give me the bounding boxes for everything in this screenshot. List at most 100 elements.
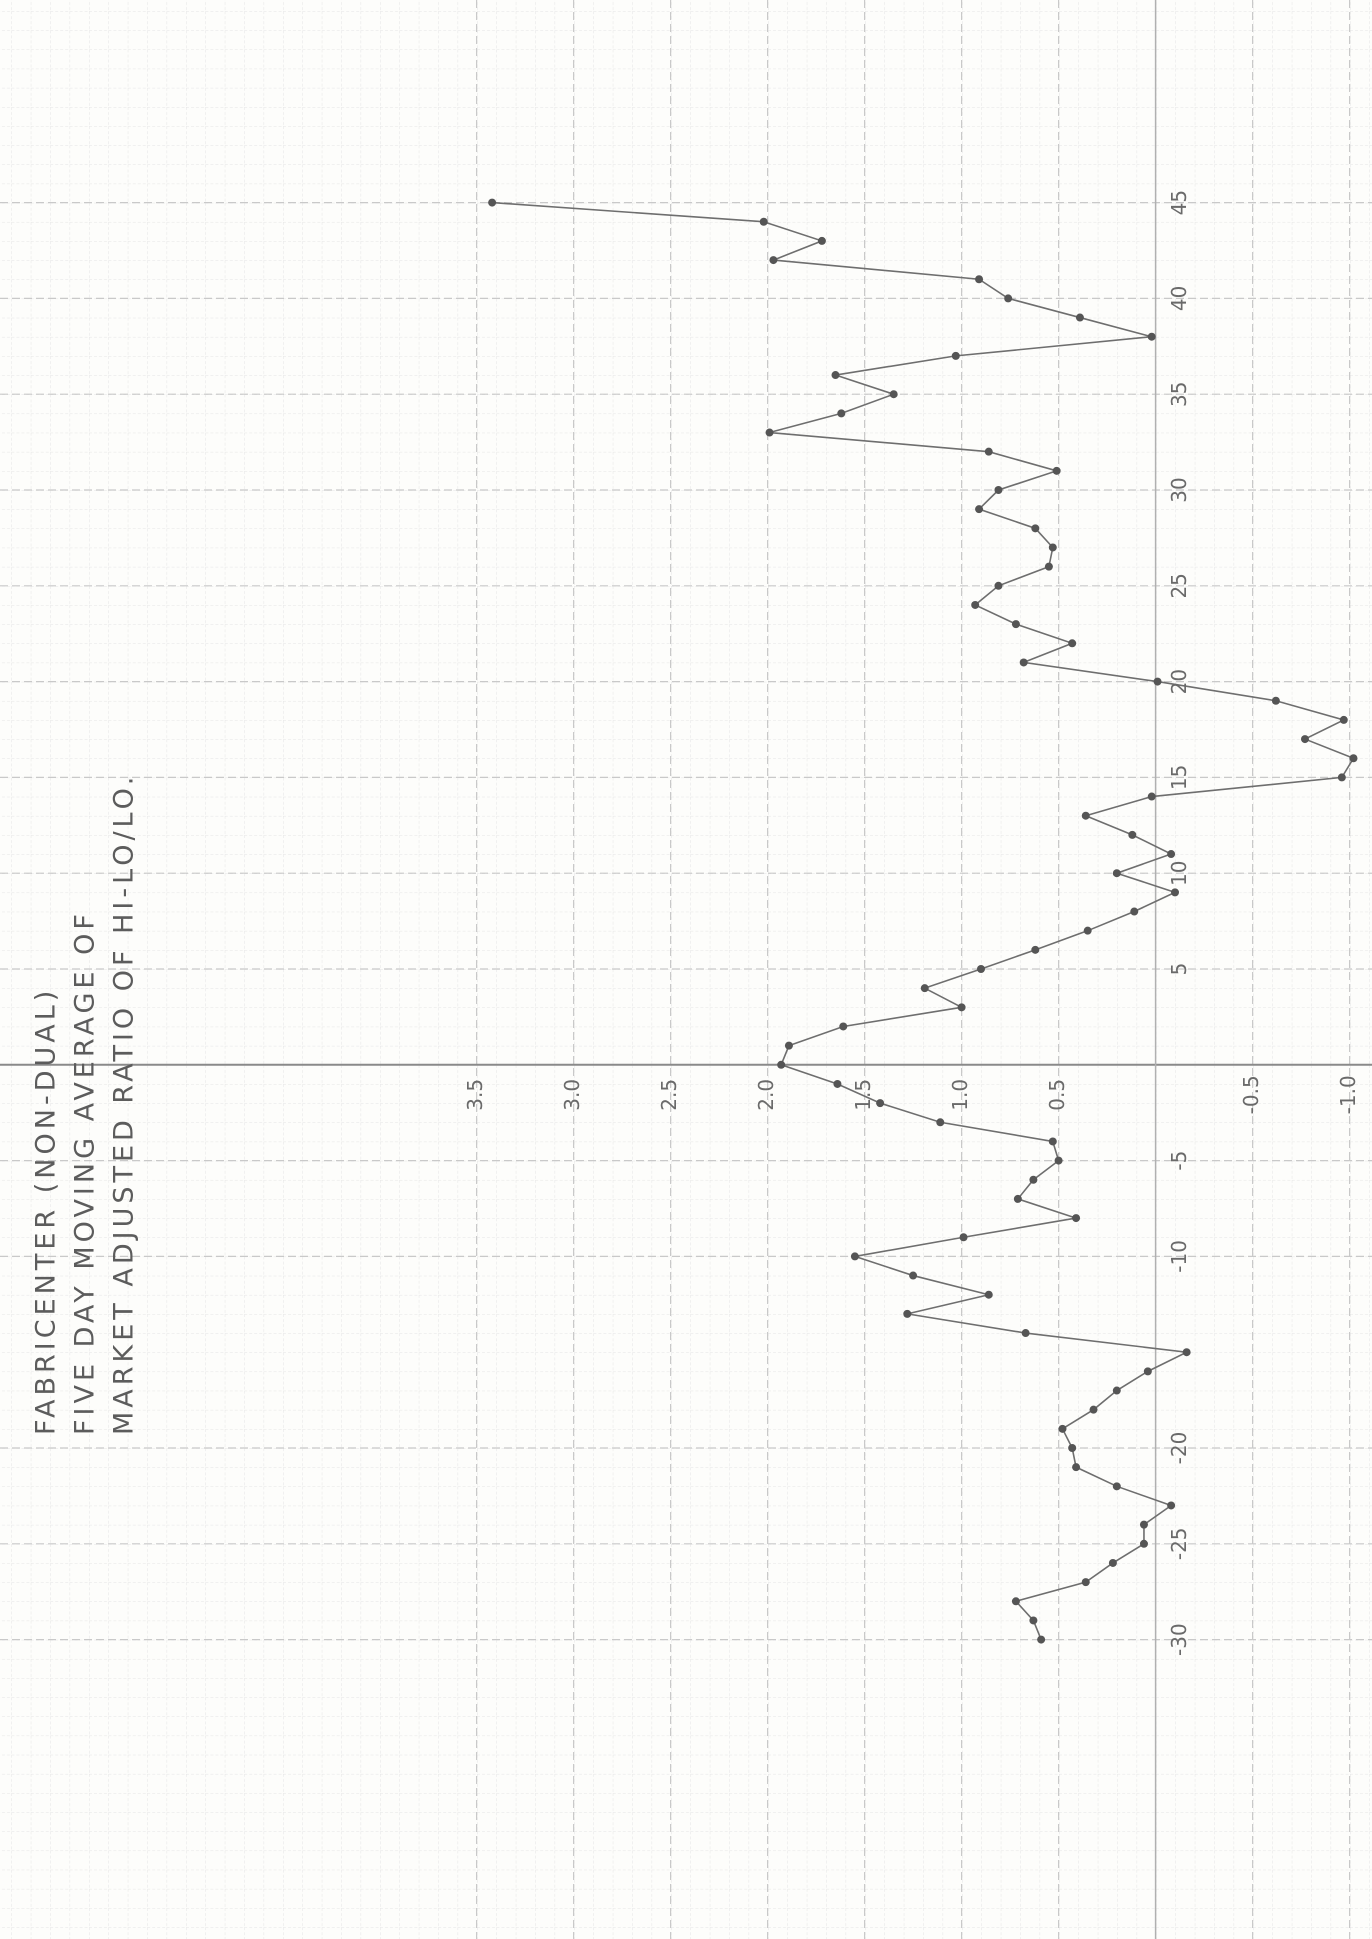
data-point [1031, 946, 1039, 954]
data-point [760, 218, 768, 226]
data-point [1130, 908, 1138, 916]
data-point [1029, 1176, 1037, 1184]
data-point [1140, 1521, 1148, 1529]
x-tick-label: 35 [1167, 381, 1191, 406]
data-point [890, 390, 898, 398]
data-point [1109, 1559, 1117, 1567]
data-point [958, 1003, 966, 1011]
data-point [1053, 467, 1061, 475]
data-point [977, 965, 985, 973]
data-point [1183, 1348, 1191, 1356]
data-point [851, 1252, 859, 1260]
data-point [1049, 543, 1057, 551]
x-tick-label: 5 [1167, 963, 1191, 976]
data-point [1148, 793, 1156, 801]
data-point [1072, 1463, 1080, 1471]
x-tick-label: 10 [1167, 860, 1191, 885]
data-point [1140, 1540, 1148, 1548]
x-tick-label: 45 [1167, 190, 1191, 215]
y-tick-label: 3.0 [560, 1079, 584, 1111]
data-point [1045, 563, 1053, 571]
data-point [1020, 658, 1028, 666]
y-tick-label: 1.5 [851, 1079, 875, 1111]
data-point [777, 1061, 785, 1069]
x-tick-label: -25 [1167, 1527, 1191, 1560]
data-point [1272, 697, 1280, 705]
data-point [1049, 1137, 1057, 1145]
y-tick-label: 3.5 [463, 1079, 487, 1111]
data-point [1055, 1157, 1063, 1165]
data-point [876, 1099, 884, 1107]
data-point [832, 371, 840, 379]
data-point [921, 984, 929, 992]
x-tick-label: -30 [1167, 1623, 1191, 1656]
x-tick-label: 30 [1167, 477, 1191, 502]
data-point [985, 448, 993, 456]
data-point [1171, 888, 1179, 896]
data-point [1029, 1616, 1037, 1624]
data-point [1349, 754, 1357, 762]
data-point [1167, 850, 1175, 858]
data-point [985, 1291, 993, 1299]
data-point [909, 1272, 917, 1280]
y-tick-label: 2.0 [754, 1079, 778, 1111]
data-point [766, 429, 774, 437]
y-tick-label: 2.5 [657, 1079, 681, 1111]
x-tick-label: -10 [1167, 1240, 1191, 1273]
data-point [1004, 294, 1012, 302]
data-point [975, 505, 983, 513]
data-point [1113, 1387, 1121, 1395]
x-tick-label: 40 [1167, 286, 1191, 311]
data-point [1154, 678, 1162, 686]
x-tick-label: 25 [1167, 573, 1191, 598]
data-point [1301, 735, 1309, 743]
data-point [1113, 1482, 1121, 1490]
x-tick-label: -5 [1167, 1151, 1191, 1171]
data-point [994, 582, 1002, 590]
data-point [1338, 773, 1346, 781]
data-point [1144, 1367, 1152, 1375]
x-tick-label: -20 [1167, 1432, 1191, 1465]
page: {"chart_data": {"type": "line", "title_l… [0, 0, 1372, 1939]
data-point [769, 256, 777, 264]
data-point [1113, 869, 1121, 877]
data-point [1037, 1636, 1045, 1644]
data-point [1031, 524, 1039, 532]
data-point [1072, 1214, 1080, 1222]
y-tick-label: -1.0 [1336, 1075, 1360, 1114]
x-tick-label: 20 [1167, 669, 1191, 694]
data-point [1082, 812, 1090, 820]
data-point [1090, 1406, 1098, 1414]
y-tick-label: 1.0 [948, 1079, 972, 1111]
data-point [1167, 1501, 1175, 1509]
x-tick-label: 15 [1167, 765, 1191, 790]
data-point [936, 1118, 944, 1126]
y-tick-label: -0.5 [1239, 1075, 1263, 1114]
data-point [994, 486, 1002, 494]
data-point [785, 1042, 793, 1050]
data-point [1012, 1597, 1020, 1605]
data-point [1058, 1425, 1066, 1433]
chart-title: FABRICENTER (NON-DUAL) [31, 987, 62, 1435]
data-point [1082, 1578, 1090, 1586]
data-point [837, 409, 845, 417]
data-point [952, 352, 960, 360]
data-point [1076, 314, 1084, 322]
data-point [971, 601, 979, 609]
chart: 3.5 3.0 2.5 2.0 1.5 1.0 0.5 -0.5 -1.0 -30 -25 -20 -1… [0, 0, 1372, 1939]
data-point [960, 1233, 968, 1241]
data-point [1084, 927, 1092, 935]
data-point [833, 1080, 841, 1088]
data-point [839, 1022, 847, 1030]
chart-title: MARKET ADJUSTED RATIO OF HI-LO/LO. [109, 773, 140, 1435]
chart-title: FIVE DAY MOVING AVERAGE OF [70, 910, 101, 1435]
y-tick-label: 0.5 [1045, 1079, 1069, 1111]
data-point [488, 199, 496, 207]
data-point [1068, 1444, 1076, 1452]
data-point [1012, 620, 1020, 628]
data-point [1014, 1195, 1022, 1203]
data-point [975, 275, 983, 283]
data-point [1340, 716, 1348, 724]
data-point [1022, 1329, 1030, 1337]
data-point [903, 1310, 911, 1318]
